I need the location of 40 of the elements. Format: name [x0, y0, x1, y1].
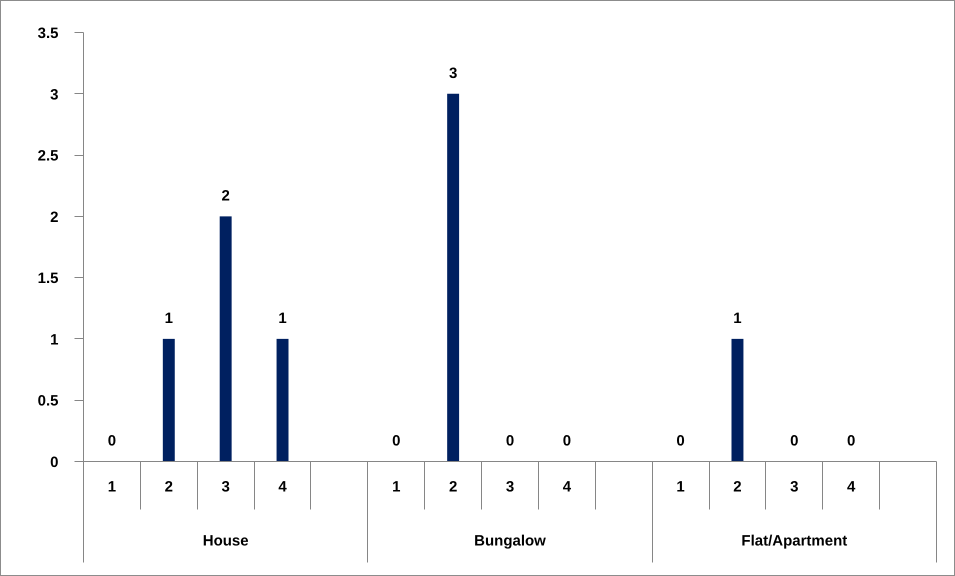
text: House — [202, 532, 249, 550]
x-tick-label: 3 — [790, 478, 799, 496]
y-tick-label: 2.5 — [38, 148, 59, 165]
y-tick-label: 1.5 — [38, 270, 59, 288]
x-tick-label: 4 — [278, 478, 288, 496]
x-tick-label: 2 — [448, 478, 458, 496]
data-label: 1 — [278, 310, 287, 327]
data-label: 0 — [506, 432, 514, 450]
data-label: 0 — [562, 432, 572, 450]
data-label: 0 — [847, 432, 856, 450]
x-tick-label: 1 — [392, 478, 400, 496]
bar — [220, 216, 232, 462]
x-tick-label: 4 — [562, 478, 572, 496]
bar — [731, 338, 744, 462]
data-label: 2 — [221, 187, 230, 204]
data-label: 1 — [733, 310, 742, 327]
y-tick-label: 3 — [50, 86, 58, 104]
y-tick-label: 0.5 — [38, 392, 59, 410]
data-label: 0 — [790, 432, 799, 450]
x-tick-label: 4 — [847, 478, 856, 496]
y-tick-label: 0 — [50, 454, 58, 471]
x-tick-label: 1 — [108, 478, 116, 496]
bar — [162, 338, 175, 462]
data-label: 1 — [164, 310, 173, 327]
y-tick-label: 2 — [50, 208, 58, 226]
y-tick-label: 3.5 — [38, 25, 59, 42]
bar — [447, 94, 460, 462]
x-tick-label: 3 — [506, 478, 514, 496]
bar — [276, 338, 289, 462]
x-tick-label: 3 — [221, 478, 230, 496]
data-label: 0 — [392, 432, 400, 450]
x-tick-label: 1 — [676, 478, 685, 496]
text: Flat/Apartment — [741, 532, 848, 550]
text: Bungalow — [474, 532, 546, 550]
data-label: 0 — [108, 432, 116, 450]
data-label: 0 — [676, 432, 685, 450]
data-label: 3 — [448, 64, 458, 82]
x-tick-label: 2 — [164, 478, 173, 496]
y-tick-label: 1 — [50, 331, 58, 348]
x-tick-label: 2 — [733, 478, 742, 496]
